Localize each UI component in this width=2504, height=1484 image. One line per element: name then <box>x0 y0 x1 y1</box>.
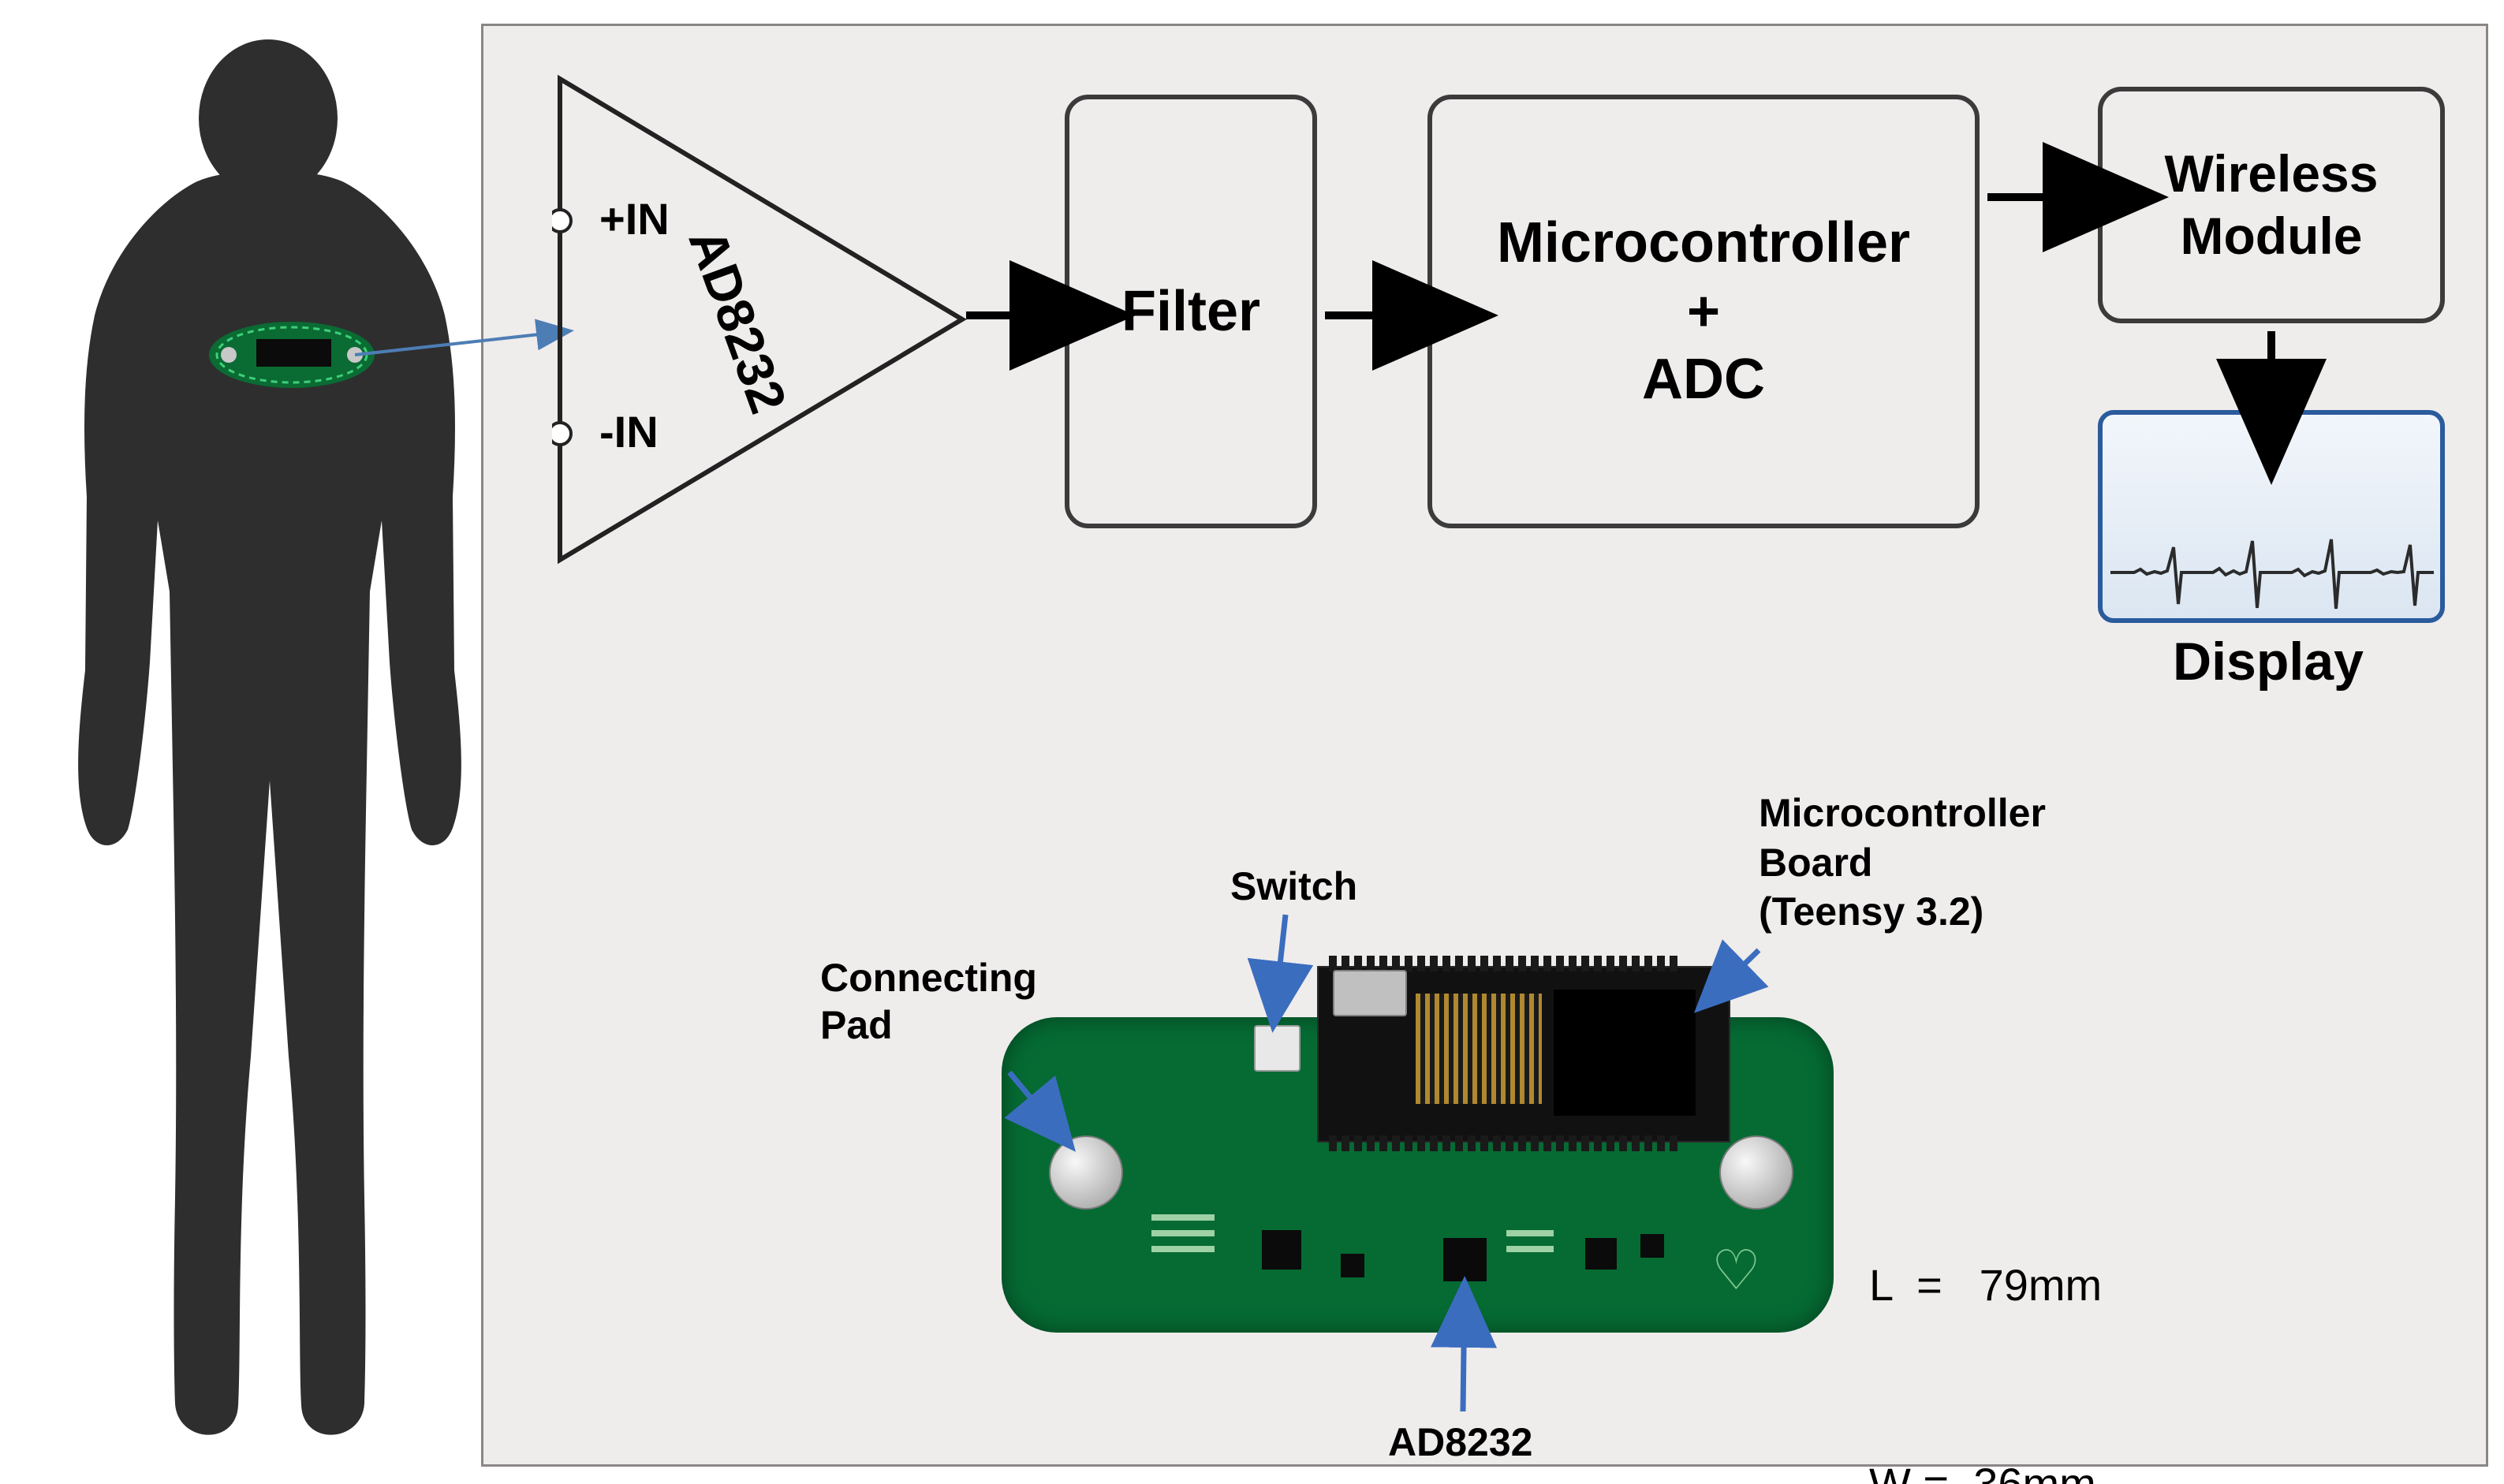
ecg-waveform-icon <box>2103 415 2450 628</box>
dimensions-text: L = 79mm W = 36mm H = 10mm <box>1869 1120 2102 1484</box>
teensy-usb-icon <box>1333 970 1407 1016</box>
teensy-gold-trace <box>1416 994 1542 1104</box>
pcb-trace <box>1151 1230 1215 1236</box>
filter-label: Filter <box>1121 278 1260 345</box>
switch-button-icon <box>1254 1025 1301 1072</box>
pcb-component <box>1640 1234 1664 1258</box>
mcu-line2: + <box>1687 278 1720 345</box>
wireless-line2: Module <box>2181 205 2363 267</box>
display-label: Display <box>2173 631 2364 692</box>
wireless-block: Wireless Module <box>2098 87 2445 323</box>
dim-L: L = 79mm <box>1869 1252 2102 1318</box>
mcu-line3: ADC <box>1642 345 1765 413</box>
pcb-component <box>1585 1238 1617 1270</box>
filter-block: Filter <box>1065 95 1317 528</box>
pcb-trace <box>1151 1214 1215 1221</box>
wireless-line1: Wireless <box>2165 143 2379 205</box>
connecting-pad-left <box>1049 1135 1123 1210</box>
callout-connecting-pad: Connecting Pad <box>820 954 1037 1049</box>
pcb-trace <box>1151 1246 1215 1252</box>
mcu-line1: Microcontroller <box>1497 209 1910 277</box>
callout-switch: Switch <box>1230 863 1357 909</box>
pcb-component <box>1262 1230 1301 1270</box>
teensy-pins-bottom <box>1329 1135 1677 1151</box>
pcb-trace <box>1506 1230 1554 1236</box>
ad8232-chip-icon <box>1443 1238 1487 1281</box>
teensy-mcu-chip <box>1554 990 1696 1116</box>
pcb-component <box>1341 1254 1364 1277</box>
teensy-pins-top <box>1329 956 1677 971</box>
connecting-pad-right <box>1719 1135 1793 1210</box>
display-box <box>2098 410 2445 623</box>
amp-in-minus: -IN <box>599 406 659 457</box>
pcb-trace <box>1506 1246 1554 1252</box>
heart-logo-icon: ♡ <box>1711 1238 1761 1303</box>
callout-mcu-board: Microcontroller Board (Teensy 3.2) <box>1759 789 2046 937</box>
amp-in-plus: +IN <box>599 193 670 244</box>
callout-ad8232: AD8232 <box>1388 1419 1532 1465</box>
dim-W: W = 36mm <box>1869 1451 2102 1484</box>
mcu-block: Microcontroller + ADC <box>1427 95 1980 528</box>
